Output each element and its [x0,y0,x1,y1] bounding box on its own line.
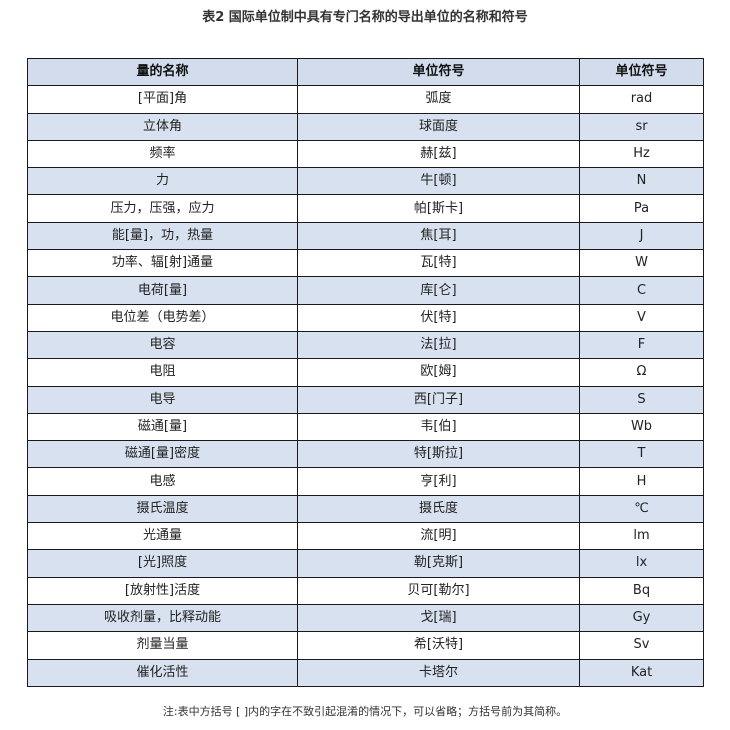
unit-name-cell: 伏[特] [297,303,580,332]
table-row: 压力，压强，应力 帕[斯卡] Pa [27,194,704,223]
quantity-name-cell: 磁通[量]密度 [27,440,298,469]
unit-symbol-cell: J [579,221,704,251]
table-row: [平面]角 弧度 rad [27,85,704,114]
unit-symbol-cell: sr [579,112,704,141]
table-header-row: 量的名称 单位符号 单位符号 [27,57,704,87]
table-row: 电阻 欧[姆] Ω [27,358,704,387]
table-body: [平面]角 弧度 rad 立体角 球面度 sr 频率 赫[兹] Hz 力牛[顿] N 压力，压强，应力… [27,85,704,687]
quantity-name-cell: 功率、辐[射]通量 [27,249,298,278]
quantity-name-cell: 催化活性 [27,658,298,687]
unit-symbol-cell: W [579,249,704,278]
unit-name-cell: 卡塔尔 [297,658,580,687]
unit-symbol-cell: F [579,330,704,360]
unit-name-cell: 欧[姆] [297,358,580,387]
unit-symbol-cell: T [579,440,704,469]
unit-symbol-cell: Ω [579,358,704,387]
table-row: 摄氏温度 摄氏度 ℃ [27,494,704,524]
unit-symbol-cell: rad [579,85,704,114]
table-title: 表2 国际单位制中具有专门名称的导出单位的名称和符号 [202,10,528,25]
quantity-name-cell: 电导 [27,385,298,414]
table-row: [放射性]活度 贝可[勒尔] Bq [27,576,704,605]
unit-symbol-cell: ℃ [579,494,704,524]
unit-symbol-cell: H [579,467,704,496]
footnote: 注:表中方括号 [ ]内的字在不致引起混淆的情况下，可以省略；方括号前为其简称。 [162,705,568,718]
quantity-name-cell: 电感 [27,467,298,496]
quantity-name-cell: 力 [27,167,298,196]
header-quantity-name: 量的名称 [27,57,298,87]
unit-name-cell: 瓦[特] [297,249,580,278]
unit-symbol-cell: C [579,276,704,305]
unit-name-cell: 希[沃特] [297,631,580,660]
table-row: [光]照度 勒[克斯] lx [27,549,704,578]
table-row: 电荷[量] 库[仑] C [27,276,704,305]
quantity-name-cell: 频率 [27,139,298,169]
table-row: 剂量当量 希[沃特] Sv [27,631,704,660]
table-row: 力牛[顿] N [27,167,704,196]
quantity-name-cell: 磁通[量] [27,412,298,442]
unit-name-cell: 弧度 [297,85,580,114]
unit-symbol-cell: S [579,385,704,414]
quantity-name-cell: 吸收剂量，比释动能 [27,603,298,633]
table-row: 电导 西[门子] S [27,385,704,414]
quantity-name-cell: 电位差（电势差） [27,303,298,332]
unit-symbol-cell: Kat [579,658,704,687]
quantity-name-cell: 剂量当量 [27,631,298,660]
table-row: 吸收剂量，比释动能 戈[瑞] Gy [27,603,704,633]
table-row: 功率、辐[射]通量 瓦[特] W [27,249,704,278]
quantity-name-cell: 立体角 [27,112,298,141]
table-row: 频率 赫[兹] Hz [27,139,704,169]
table-row: 磁通[量] 韦[伯] Wb [27,412,704,442]
quantity-name-cell: 压力，压强，应力 [27,194,298,223]
unit-name-cell: 韦[伯] [297,412,580,442]
unit-name-cell: 戈[瑞] [297,603,580,633]
header-unit-name: 单位符号 [297,57,580,87]
quantity-name-cell: 光通量 [27,522,298,551]
unit-symbol-cell: Sv [579,631,704,660]
quantity-name-cell: 电容 [27,330,298,360]
table-row: 立体角 球面度 sr [27,112,704,141]
table-row: 电感 亨[利] H [27,467,704,496]
header-unit-symbol: 单位符号 [579,57,704,87]
unit-name-cell: 帕[斯卡] [297,194,580,223]
quantity-name-cell: 摄氏温度 [27,494,298,524]
unit-symbol-cell: Hz [579,139,704,169]
units-table: 量的名称 单位符号 单位符号 [平面]角 弧度 rad 立体角 球面度 sr 频率 赫[兹] H… [27,57,704,687]
unit-name-cell: 特[斯拉] [297,440,580,469]
quantity-name-cell: 能[量]，功，热量 [27,221,298,251]
table-row: 能[量]，功，热量 焦[耳] J [27,221,704,251]
unit-name-cell: 西[门子] [297,385,580,414]
table-row: 催化活性 卡塔尔 Kat [27,658,704,687]
unit-name-cell: 亨[利] [297,467,580,496]
table-row: 电容 法[拉] F [27,330,704,360]
unit-name-cell: 牛[顿] [297,167,580,196]
quantity-name-cell: [平面]角 [27,85,298,114]
unit-name-cell: 焦[耳] [297,221,580,251]
unit-symbol-cell: N [579,167,704,196]
unit-symbol-cell: lx [579,549,704,578]
unit-name-cell: 流[明] [297,522,580,551]
unit-symbol-cell: V [579,303,704,332]
table-row: 磁通[量]密度 特[斯拉] T [27,440,704,469]
unit-symbol-cell: Pa [579,194,704,223]
unit-name-cell: 法[拉] [297,330,580,360]
quantity-name-cell: [光]照度 [27,549,298,578]
unit-name-cell: 摄氏度 [297,494,580,524]
table-row: 光通量 流[明] lm [27,522,704,551]
units-table-container: 量的名称 单位符号 单位符号 [平面]角 弧度 rad 立体角 球面度 sr 频率 赫[兹] H… [27,57,704,687]
unit-symbol-cell: Wb [579,412,704,442]
unit-name-cell: 库[仑] [297,276,580,305]
quantity-name-cell: 电阻 [27,358,298,387]
quantity-name-cell: 电荷[量] [27,276,298,305]
unit-name-cell: 球面度 [297,112,580,141]
unit-symbol-cell: Bq [579,576,704,605]
quantity-name-cell: [放射性]活度 [27,576,298,605]
table-row: 电位差（电势差） 伏[特] V [27,303,704,332]
unit-symbol-cell: Gy [579,603,704,633]
unit-name-cell: 勒[克斯] [297,549,580,578]
unit-name-cell: 赫[兹] [297,139,580,169]
unit-symbol-cell: lm [579,522,704,551]
unit-name-cell: 贝可[勒尔] [297,576,580,605]
